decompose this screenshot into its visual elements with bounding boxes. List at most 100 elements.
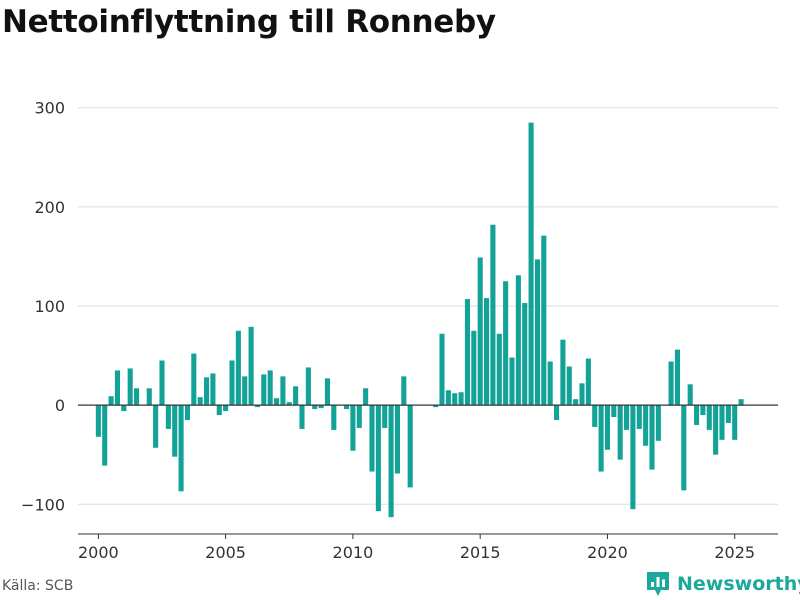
y-tick-label: 100 [34, 297, 65, 316]
grid-lines [78, 107, 778, 505]
bar [318, 405, 324, 409]
x-tick-label: 2025 [714, 543, 755, 560]
bar [655, 405, 661, 441]
bar [280, 376, 286, 406]
bar [286, 402, 292, 406]
bar [184, 405, 190, 420]
bar [210, 373, 216, 406]
x-tick-label: 2010 [333, 543, 374, 560]
bar [229, 360, 235, 406]
bar [401, 376, 407, 406]
y-tick-label: 200 [34, 198, 65, 217]
y-axis-ticks: −100 0 100 200 300 [21, 99, 65, 515]
bar [725, 405, 731, 423]
bar [388, 405, 394, 518]
axes [78, 404, 778, 535]
bar [127, 368, 133, 406]
bar [344, 405, 350, 410]
bar [713, 405, 719, 455]
bar [477, 257, 483, 406]
bar [197, 397, 203, 406]
bar [204, 377, 210, 406]
bar [668, 361, 674, 406]
bar [242, 376, 248, 406]
bar [547, 361, 553, 406]
bar [624, 405, 630, 430]
x-tick-label: 2015 [460, 543, 501, 560]
chart-title: Nettoinflyttning till Ronneby [2, 4, 496, 40]
bar [153, 405, 159, 448]
bar [464, 299, 470, 406]
bar [598, 405, 604, 472]
bars [95, 122, 744, 518]
bar [261, 374, 267, 406]
y-tick-label: 300 [34, 99, 65, 118]
brand-name: Newsworthy [677, 573, 800, 595]
x-axis-ticks: 2000 2005 2010 2015 2020 2025 [78, 534, 755, 560]
bar [738, 399, 744, 406]
bar [382, 405, 388, 428]
bar [681, 405, 687, 491]
bar [509, 357, 515, 406]
bar [178, 405, 184, 492]
y-tick-label: 0 [55, 396, 65, 415]
bar [146, 388, 152, 406]
bar [643, 405, 649, 446]
bar [102, 405, 108, 466]
bar [114, 370, 120, 406]
bar [274, 398, 280, 406]
brand-logo-group[interactable]: Newsworthy [646, 570, 800, 598]
bar [649, 405, 655, 470]
bar [433, 405, 439, 408]
bar [407, 405, 413, 488]
bar [165, 405, 171, 429]
bar [674, 349, 680, 406]
bar [554, 405, 560, 420]
bar [445, 390, 451, 406]
bar [439, 333, 445, 406]
bar [490, 224, 496, 406]
bar [604, 405, 610, 450]
bar [216, 405, 222, 416]
bar [267, 370, 273, 406]
bar-chart: −100 0 100 200 300 2000 2005 2010 2015 2020 2025 [21, 99, 778, 560]
bar [515, 275, 521, 406]
bar [394, 405, 400, 474]
bar [617, 405, 623, 460]
x-tick-label: 2005 [205, 543, 246, 560]
bar [159, 360, 165, 406]
bar [223, 405, 229, 412]
bar [305, 367, 311, 406]
bar [369, 405, 375, 472]
bar [235, 330, 241, 406]
bar [248, 326, 254, 406]
bar [350, 405, 356, 451]
bar [636, 405, 642, 429]
y-tick-label: −100 [21, 495, 65, 514]
bar [134, 388, 140, 406]
bar [331, 405, 337, 430]
bar [687, 384, 693, 406]
bar [579, 383, 585, 406]
newsworthy-logo-icon [647, 572, 669, 596]
bar [375, 405, 381, 512]
x-tick-label: 2000 [78, 543, 119, 560]
bar [191, 353, 197, 406]
bar [172, 405, 178, 457]
source-note: Källa: SCB [2, 578, 74, 594]
bar [611, 405, 617, 418]
bar [630, 405, 636, 510]
bar [503, 281, 509, 406]
x-tick-label: 2020 [587, 543, 628, 560]
bar [719, 405, 725, 440]
bar [484, 298, 490, 406]
bar [560, 339, 566, 406]
bar [528, 122, 534, 406]
bar [522, 303, 528, 406]
bar [592, 405, 598, 427]
bar [471, 330, 477, 406]
bar [706, 405, 712, 430]
bar [700, 405, 706, 416]
bar [458, 392, 464, 406]
bar [534, 259, 540, 406]
